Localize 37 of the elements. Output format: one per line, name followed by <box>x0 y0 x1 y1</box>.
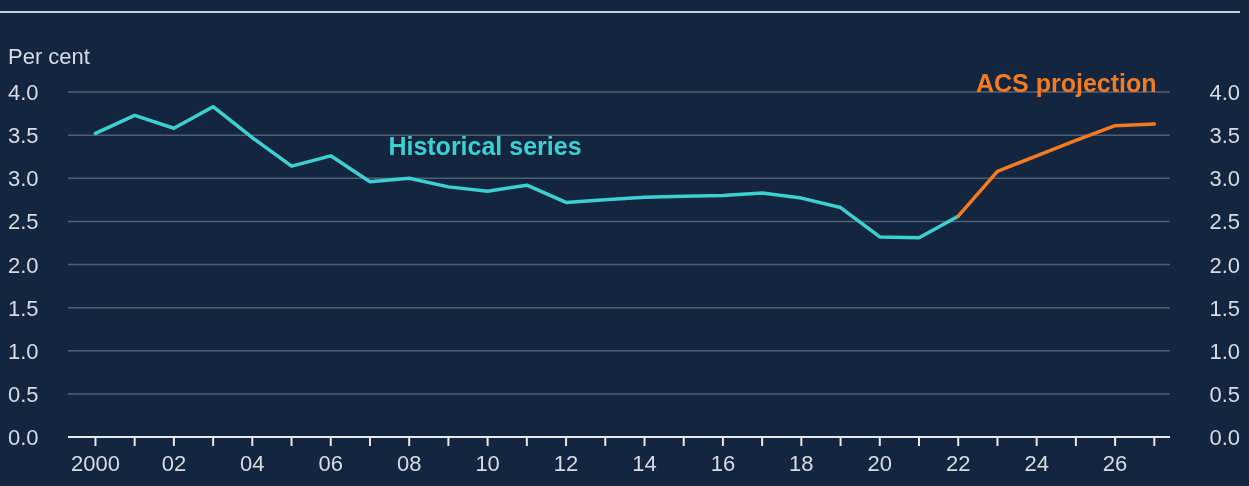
x-tick-label: 02 <box>161 451 187 476</box>
y-tick-label: 1.0 <box>8 338 39 364</box>
x-tick-label: 2000 <box>70 451 120 476</box>
x-tick-label: 18 <box>789 451 814 476</box>
x-tick-label: 10 <box>475 451 500 476</box>
y2-tick-label: 4.0 <box>1209 80 1240 105</box>
y-tick-label: 0.0 <box>8 425 39 450</box>
y2-tick-label: 1.0 <box>1209 338 1240 364</box>
series-label: Historical series <box>388 131 582 160</box>
y2-tick-label: 0.0 <box>1209 425 1240 450</box>
y-tick-label: 3.5 <box>8 123 39 149</box>
x-tick-label: 20 <box>867 451 893 476</box>
series-label: ACS projection <box>976 68 1157 97</box>
x-tick-label: 26 <box>1102 451 1128 476</box>
y-tick-label: 1.5 <box>8 295 39 321</box>
y-tick-label: 3.0 <box>8 166 39 192</box>
y2-tick-label: 2.0 <box>1209 252 1240 278</box>
x-tick-label: 04 <box>240 451 265 476</box>
y-tick-label: 4.0 <box>8 80 39 105</box>
y2-tick-label: 3.0 <box>1209 166 1240 192</box>
x-tick-label: 24 <box>1024 451 1049 476</box>
x-tick-label: 14 <box>632 451 657 476</box>
x-tick-label: 22 <box>945 451 971 476</box>
x-tick-label: 06 <box>318 451 343 476</box>
x-tick-label: 12 <box>553 451 579 476</box>
y2-tick-label: 3.5 <box>1209 123 1240 149</box>
y2-tick-label: 0.5 <box>1209 381 1240 407</box>
x-tick-label: 08 <box>396 451 422 476</box>
line-series <box>93 104 960 240</box>
line-series <box>956 122 1157 218</box>
y-axis-title: Per cent <box>8 44 90 69</box>
y2-tick-label: 2.5 <box>1209 209 1240 235</box>
y-tick-label: 2.0 <box>8 252 39 278</box>
y-tick-label: 0.5 <box>8 381 39 407</box>
y2-tick-label: 1.5 <box>1209 295 1240 321</box>
x-tick-label: 16 <box>710 451 736 476</box>
y-tick-label: 2.5 <box>8 209 39 235</box>
